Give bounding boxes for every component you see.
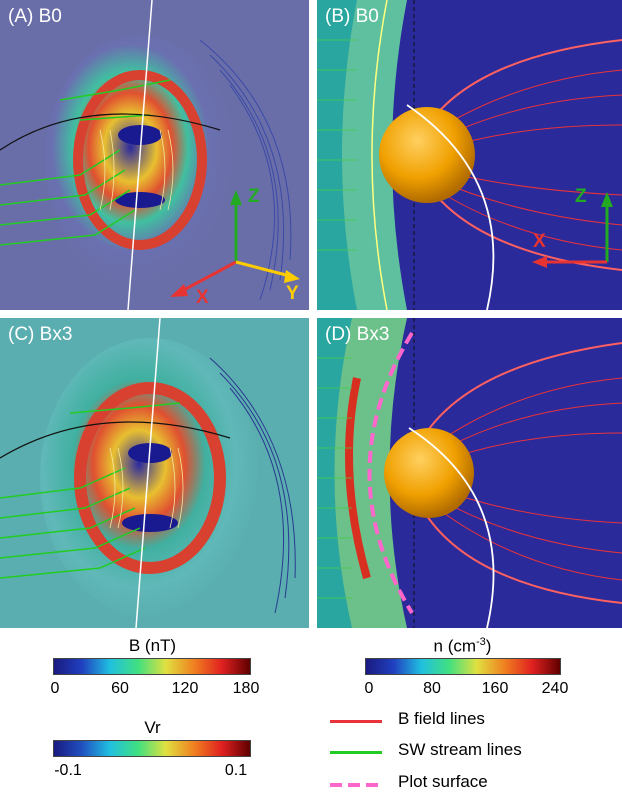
colorbar-vr-tick: 0.1 <box>224 762 248 779</box>
axis-triad-b <box>532 192 613 268</box>
colorbar-b-tick: 120 <box>171 680 199 697</box>
panel-b-scene <box>317 0 622 310</box>
colorbar-b-tick: 0 <box>50 680 60 697</box>
panel-a-3d-field-b0: (A) B0 Z X Y <box>0 0 309 310</box>
plot-surface-curve <box>367 331 414 615</box>
panel-a-scene <box>0 0 309 310</box>
planet-d <box>384 428 474 518</box>
colorbar-b-tick: 180 <box>232 680 260 697</box>
colorbar-vr <box>53 740 251 757</box>
colorbar-b-title: B (nT) <box>128 636 177 655</box>
legend-plot-surface-label: Plot surface <box>398 772 488 791</box>
colorbar-n-tick: 240 <box>541 680 569 697</box>
axis-x-label-b: X <box>533 231 546 252</box>
panel-c-label: (C) Bx3 <box>8 324 73 345</box>
axis-z-label-b: Z <box>575 186 587 207</box>
planet <box>379 107 475 203</box>
colorbar-n-tick: 0 <box>364 680 374 697</box>
legend-sw-stream-swatch <box>330 751 382 754</box>
axis-z-label: Z <box>248 186 260 207</box>
panel-d-label: (D) Bx3 <box>325 324 390 345</box>
panel-c-3d-field-bx3: (C) Bx3 <box>0 318 309 628</box>
axis-y-label: Y <box>286 283 299 304</box>
colorbar-n-title: n (cm-3) <box>433 636 492 656</box>
panel-b-label: (B) B0 <box>325 6 379 27</box>
legend-b-field-swatch <box>330 720 382 723</box>
panel-d-scene <box>317 318 622 628</box>
panel-b-density-b0: (B) B0 Z X <box>317 0 622 310</box>
colorbar-vr-tick: -0.1 <box>54 762 82 779</box>
legend-plot-surface-swatch <box>330 783 382 787</box>
colorbar-n-tick: 80 <box>423 680 441 697</box>
legend-b-field-label: B field lines <box>398 709 485 728</box>
colorbar-n <box>365 658 561 675</box>
colorbar-b-tick: 60 <box>111 680 129 697</box>
colorbar-b <box>53 658 251 675</box>
axis-triad-a <box>170 190 300 297</box>
panel-a-label: (A) B0 <box>8 6 62 27</box>
panel-c-scene <box>0 318 309 628</box>
panel-d-density-bx3: (D) Bx3 <box>317 318 622 628</box>
axis-x-label: X <box>196 287 209 308</box>
legend-sw-stream-label: SW stream lines <box>398 740 522 759</box>
colorbar-vr-title: Vr <box>144 718 161 737</box>
colorbar-n-tick: 160 <box>481 680 509 697</box>
